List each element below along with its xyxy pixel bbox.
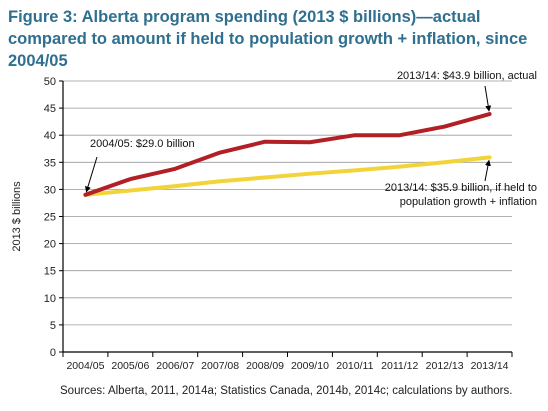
y-tick-label: 35	[44, 157, 56, 169]
data-point-population_inflation	[128, 188, 132, 192]
data-point-population_inflation	[308, 172, 312, 176]
data-point-actual	[83, 193, 87, 197]
data-point-actual	[173, 167, 177, 171]
annotation-label: 2013/14: $35.9 billion, if held to	[385, 182, 537, 194]
y-tick-label: 0	[50, 347, 56, 359]
x-tick-label: 2005/06	[111, 360, 149, 372]
x-tick-label: 2012/13	[426, 360, 464, 372]
data-point-actual	[263, 140, 267, 144]
data-point-actual	[488, 112, 492, 116]
y-tick-label: 40	[44, 130, 56, 142]
annotation-arrow	[484, 159, 491, 182]
y-tick-label: 15	[44, 266, 56, 278]
data-point-actual	[443, 125, 447, 129]
figure-title: Figure 3: Alberta program spending (2013…	[8, 8, 528, 70]
data-point-population_inflation	[353, 168, 357, 172]
annotation-label: 2013/14: $43.9 billion, actual	[397, 70, 537, 82]
y-tick-label: 50	[44, 76, 56, 88]
data-point-actual	[128, 177, 132, 181]
data-point-population_inflation	[443, 160, 447, 164]
annotation-label: 2004/05: $29.0 billion	[90, 138, 195, 150]
y-tick-label: 5	[50, 320, 56, 332]
series-line-actual	[83, 112, 492, 197]
y-tick-label: 30	[44, 184, 56, 196]
annotation-arrow	[484, 85, 492, 112]
data-point-population_inflation	[263, 175, 267, 179]
annotation-label: population growth + inflation	[400, 196, 537, 208]
source-note: Sources: Alberta, 2011, 2014a; Statistic…	[60, 385, 513, 397]
x-tick-label: 2009/10	[291, 360, 329, 372]
y-tick-label: 10	[44, 293, 56, 305]
data-point-actual	[353, 133, 357, 137]
data-point-population_inflation	[173, 184, 177, 188]
annotations: 2013/14: $43.9 billion, actual 2004/05: $…	[85, 70, 537, 208]
annotation-arrow	[85, 156, 98, 193]
x-tick-label: 2007/08	[201, 360, 239, 372]
series-lines	[83, 112, 492, 197]
x-tick-label: 2013/14	[471, 360, 509, 372]
axes: 0 5 10 15 20 25 30 35 40 45 50 2004/05 2005/06 2006/0…	[11, 76, 513, 372]
y-tick-label: 20	[44, 239, 56, 251]
y-tick-label: 45	[44, 103, 56, 115]
data-point-actual	[308, 140, 312, 144]
data-point-actual	[398, 133, 402, 137]
x-tick-label: 2004/05	[66, 360, 104, 372]
data-point-population_inflation	[488, 155, 492, 159]
x-tick-label: 2011/12	[381, 360, 418, 372]
x-tick-label: 2010/11	[336, 360, 373, 372]
data-point-actual	[218, 151, 222, 155]
series-line-population_inflation	[83, 155, 492, 197]
data-point-population_inflation	[398, 165, 402, 169]
data-point-population_inflation	[218, 179, 222, 183]
y-axis-label: 2013 $ billions	[11, 181, 23, 252]
x-tick-label: 2006/07	[156, 360, 194, 372]
x-tick-label: 2008/09	[246, 360, 284, 372]
y-tick-label: 25	[44, 212, 56, 224]
